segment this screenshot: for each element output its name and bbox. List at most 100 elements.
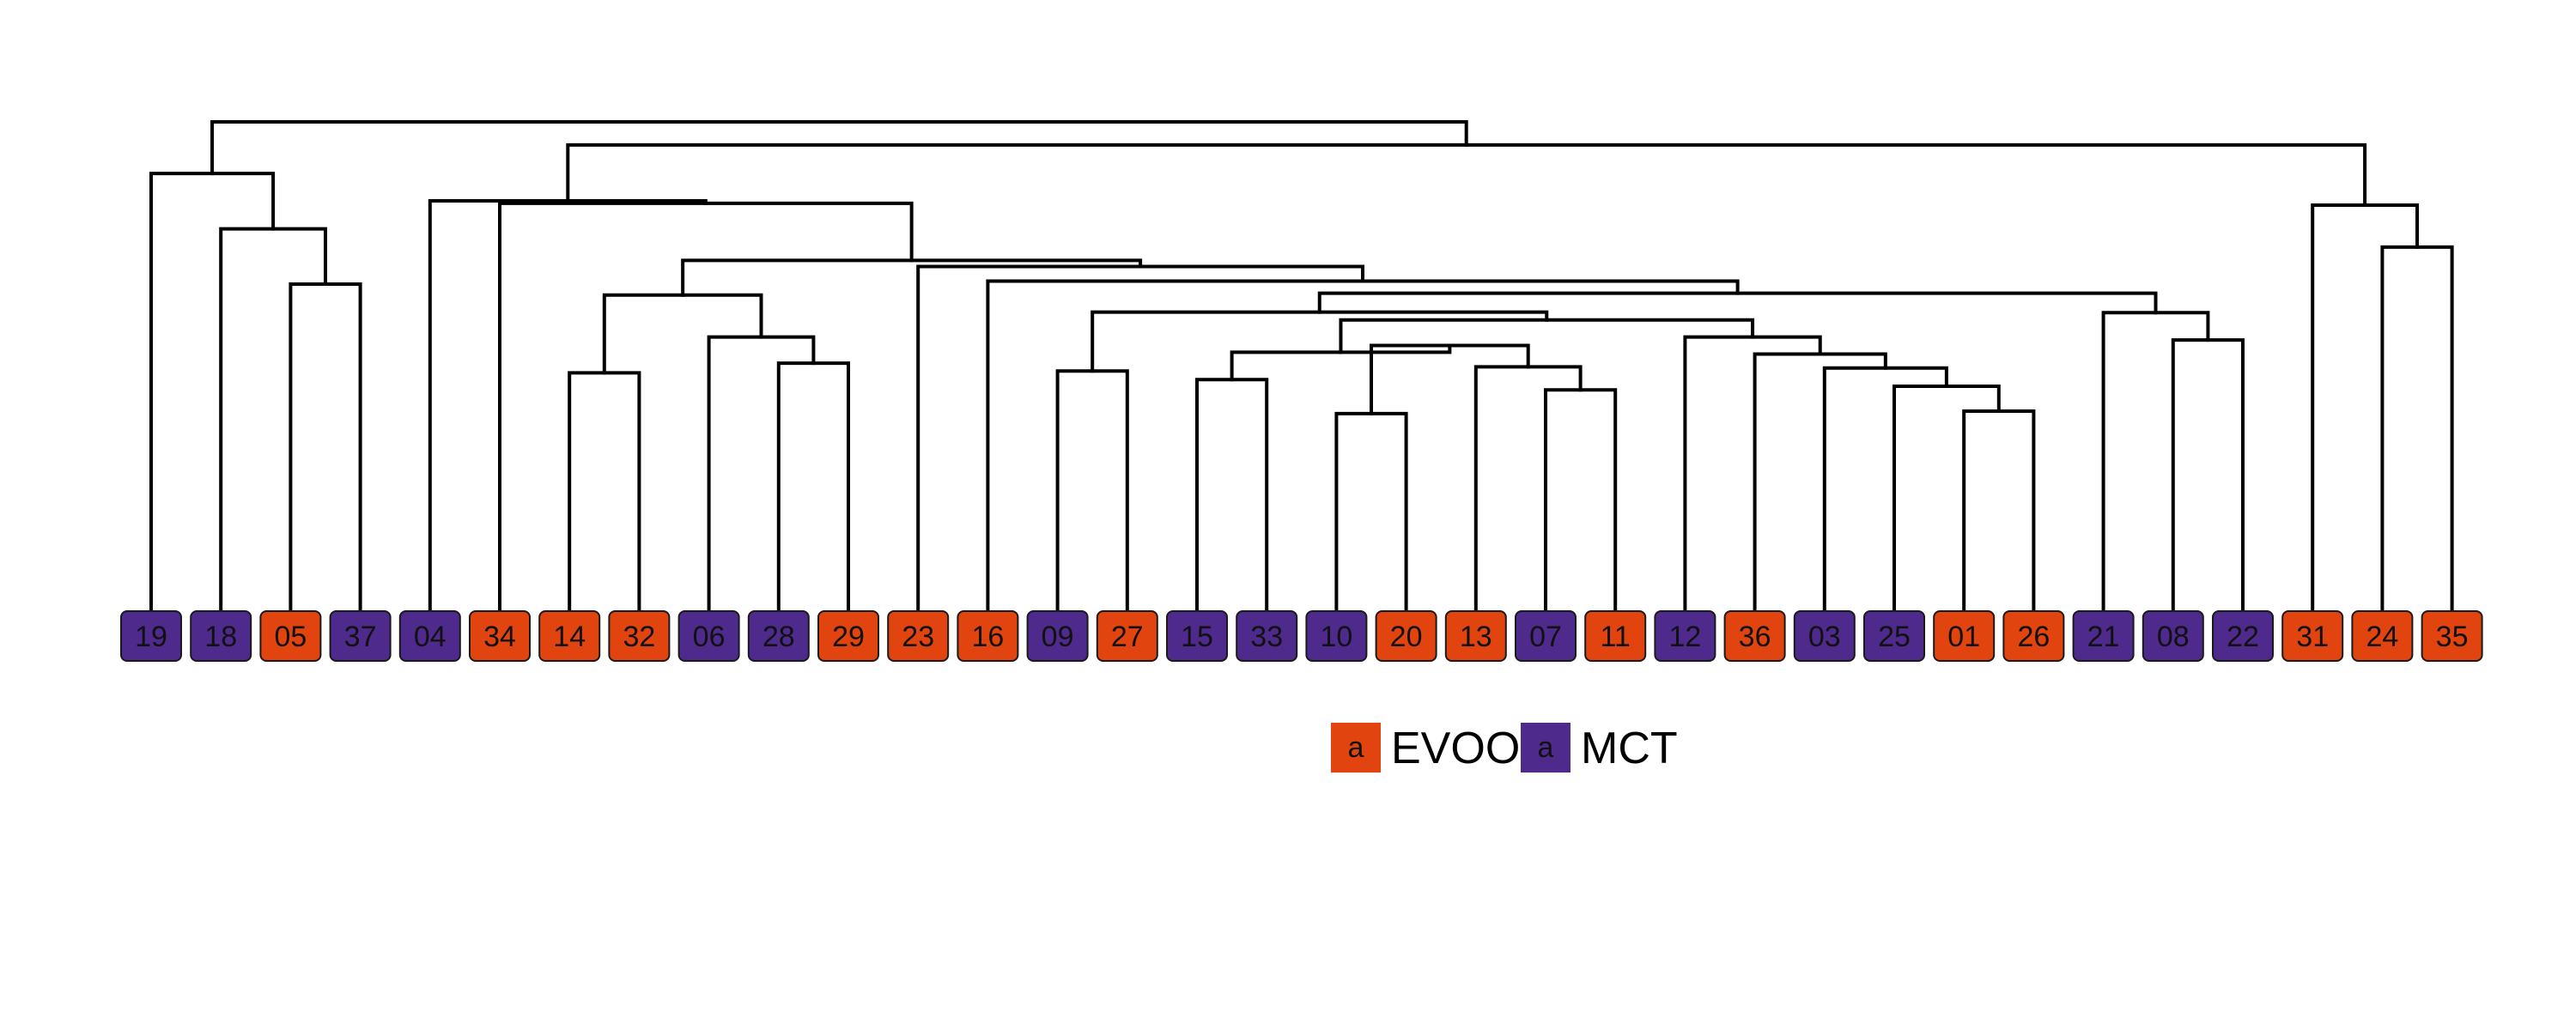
leaf-07: 07 <box>1515 610 1577 662</box>
leaf-box-15 <box>1166 610 1228 662</box>
branch-c-05-37 <box>289 282 362 613</box>
leaf-box-21 <box>2072 610 2135 662</box>
leaf-13: 13 <box>1444 610 1507 662</box>
leaf-box-07 <box>1515 610 1577 662</box>
leaf-box-08 <box>2142 610 2204 662</box>
leaf-box-27 <box>1096 610 1158 662</box>
leaf-box-03 <box>1793 610 1856 662</box>
leaf-24: 24 <box>2351 610 2414 662</box>
branch-c-16-mid <box>986 279 1740 613</box>
leaf-label-29: 29 <box>832 621 865 653</box>
leaf-35: 35 <box>2421 610 2483 662</box>
leaf-box-20 <box>1375 610 1437 662</box>
leaf-26: 26 <box>2002 610 2065 662</box>
leaf-label-09: 09 <box>1042 621 1074 653</box>
leaf-06: 06 <box>677 610 740 662</box>
legend-item-mct: a MCT <box>1521 723 1678 773</box>
leaf-label-31: 31 <box>2296 621 2329 653</box>
leaf-label-14: 14 <box>553 621 586 653</box>
leaf-label-15: 15 <box>1181 621 1213 653</box>
leaf-03: 03 <box>1793 610 1856 662</box>
legend: a EVOO a MCT <box>1331 723 1678 773</box>
leaf-label-20: 20 <box>1390 621 1423 653</box>
branch-c-10-20 <box>1334 411 1408 613</box>
leaf-04: 04 <box>398 610 461 662</box>
leaf-box-10 <box>1305 610 1368 662</box>
branch-c-14-32 <box>568 371 641 613</box>
leaf-box-36 <box>1723 610 1786 662</box>
branch-c-25-0126 <box>1893 384 2001 613</box>
leaf-box-23 <box>887 610 950 662</box>
leaf-box-31 <box>2281 610 2344 662</box>
leaf-box-13 <box>1444 610 1507 662</box>
leaf-label-03: 03 <box>1808 621 1841 653</box>
branch-c-06-2829 <box>707 335 816 613</box>
branch-c-1020-130711 <box>1370 343 1530 415</box>
leaf-box-22 <box>2212 610 2274 662</box>
branch-c-13-0711 <box>1473 365 1583 613</box>
leaf-23: 23 <box>887 610 950 662</box>
leaf-box-29 <box>817 610 879 662</box>
leaf-box-06 <box>677 610 740 662</box>
leaf-label-22: 22 <box>2227 621 2259 653</box>
leaf-label-04: 04 <box>414 621 447 653</box>
branch-c-19-18 <box>149 172 276 613</box>
leaf-08: 08 <box>2142 610 2204 662</box>
leaf-37: 37 <box>329 610 392 662</box>
leaf-box-04 <box>398 610 461 662</box>
leaf-18: 18 <box>190 610 252 662</box>
branch-c-mid-21 <box>1317 291 2158 315</box>
leaf-27: 27 <box>1096 610 1158 662</box>
branch-c-24-35 <box>2380 245 2454 613</box>
leaf-33: 33 <box>1236 610 1298 662</box>
legend-label-mct: MCT <box>1581 724 1678 773</box>
leaf-28: 28 <box>747 610 810 662</box>
leaf-10: 10 <box>1305 610 1368 662</box>
leaf-label-24: 24 <box>2366 621 2398 653</box>
leaf-label-32: 32 <box>623 621 655 653</box>
leaf-15: 15 <box>1166 610 1228 662</box>
legend-swatch-text-evoo: a <box>1348 731 1364 764</box>
leaf-09: 09 <box>1026 610 1089 662</box>
leaf-box-09 <box>1026 610 1089 662</box>
leaf-box-28 <box>747 610 810 662</box>
leaf-12: 12 <box>1654 610 1716 662</box>
leaf-32: 32 <box>608 610 671 662</box>
leaf-box-33 <box>1236 610 1298 662</box>
leaf-label-23: 23 <box>902 621 934 653</box>
legend-item-evoo: a EVOO <box>1331 723 1520 773</box>
leaf-19: 19 <box>120 610 182 662</box>
leaf-label-33: 33 <box>1250 621 1283 653</box>
branch-c-root <box>210 120 1468 176</box>
leaf-label-37: 37 <box>344 621 377 653</box>
branch-c-03-25 <box>1822 366 1948 613</box>
leaf-label-13: 13 <box>1460 621 1492 653</box>
branch-c-09-27 <box>1055 369 1129 613</box>
leaf-label-12: 12 <box>1668 621 1701 653</box>
leaf-box-01 <box>1933 610 1996 662</box>
branch-c-31-2435 <box>2311 203 2419 613</box>
leaf-29: 29 <box>817 610 879 662</box>
leaf-11: 11 <box>1584 610 1647 662</box>
leaf-box-18 <box>190 610 252 662</box>
leaf-label-11: 11 <box>1601 621 1631 653</box>
leaf-label-36: 36 <box>1739 621 1771 653</box>
branch-c-01-26 <box>1962 409 2036 613</box>
leaf-box-34 <box>469 610 531 662</box>
leaf-box-11 <box>1584 610 1647 662</box>
leaf-box-25 <box>1863 610 1925 662</box>
leaf-label-21: 21 <box>2087 621 2120 653</box>
branch-c-1432-062829 <box>602 293 763 375</box>
branch-c-12-36 <box>1683 335 1822 613</box>
branch-c-36-03 <box>1753 352 1887 613</box>
branch-c-28-29 <box>776 361 850 613</box>
branch-c-18-0537 <box>219 227 327 613</box>
branch-c-04-31 <box>566 142 2367 207</box>
branch-c-07-11 <box>1544 388 1618 613</box>
branch-c-23-16 <box>916 264 1365 613</box>
legend-swatch-mct <box>1521 723 1571 772</box>
leaf-25: 25 <box>1863 610 1925 662</box>
leaf-label-19: 19 <box>135 621 167 653</box>
leaf-label-18: 18 <box>204 621 237 653</box>
